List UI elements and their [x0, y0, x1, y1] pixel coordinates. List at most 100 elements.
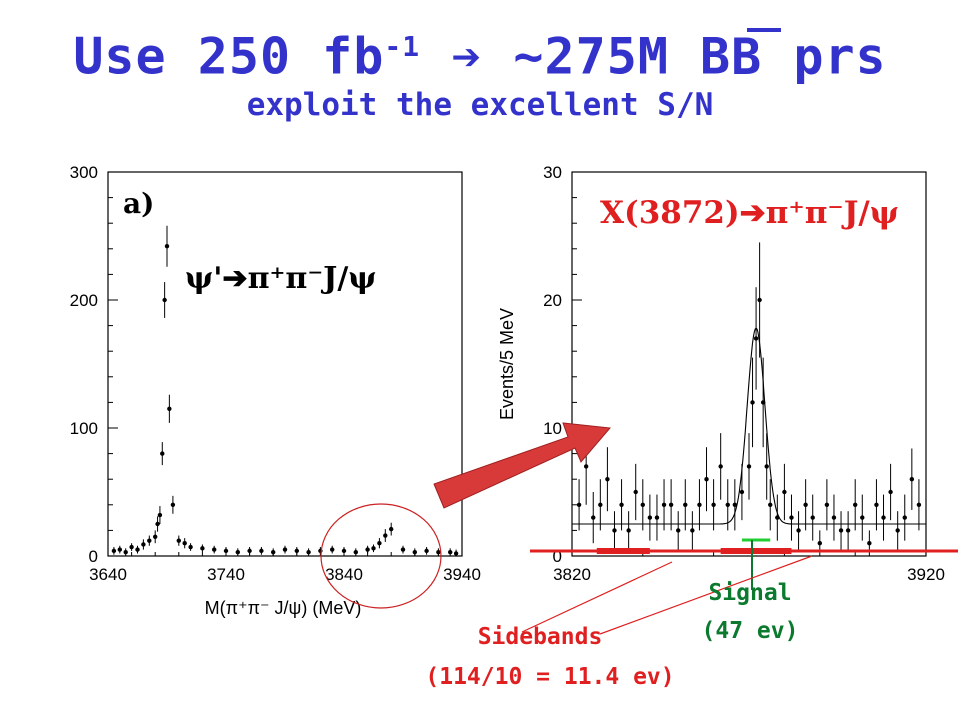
data-point: [424, 548, 429, 554]
data-point: [453, 551, 459, 556]
data-point: [330, 547, 335, 552]
y-tick-label-0-2: 200: [70, 291, 98, 310]
data-point: [810, 515, 815, 520]
data-point: [838, 528, 844, 533]
data-point: [353, 549, 358, 555]
signal-label: Signal: [708, 580, 792, 606]
data-point: [164, 244, 170, 249]
title-sup: -1: [384, 30, 421, 63]
data-point: [831, 515, 837, 520]
plot-frame-1: [571, 171, 927, 557]
data-point: [200, 546, 205, 551]
title-arrow-icon: ➔: [451, 27, 483, 86]
x-tick-label-1-0: 3820: [553, 565, 591, 584]
fit-curve: [572, 327, 926, 525]
data-point: [223, 548, 229, 554]
b-bar-letter: B: [731, 27, 763, 86]
data-point: [259, 548, 264, 554]
data-point: [436, 549, 441, 555]
data-point: [789, 515, 794, 520]
data-point: [400, 547, 406, 552]
data-point: [661, 502, 667, 507]
data-point: [640, 502, 645, 507]
data-point: [147, 538, 152, 543]
data-point: [768, 502, 773, 507]
data-point: [583, 464, 589, 469]
y-tick-label-1-3: 30: [543, 163, 562, 182]
data-point: [867, 541, 872, 546]
data-point: [306, 549, 311, 555]
data-point: [704, 477, 709, 482]
data-point: [753, 336, 759, 341]
data-point: [718, 464, 723, 469]
subtitle: exploit the excellent S/N: [246, 86, 714, 123]
data-point: [365, 547, 370, 552]
b-bar: B: [731, 27, 781, 86]
sideband-pointer-line-2: [599, 555, 813, 635]
data-point: [764, 464, 769, 469]
data-point: [117, 547, 123, 552]
data-point: [916, 502, 922, 507]
data-point: [111, 548, 117, 554]
data-point: [845, 528, 851, 533]
data-point: [176, 538, 181, 543]
data-point: [626, 528, 631, 533]
data-point: [294, 548, 299, 554]
data-point: [860, 515, 865, 520]
x-tick-label-0-3: 3940: [443, 565, 481, 584]
title-part3: prs: [762, 27, 887, 86]
data-point: [853, 502, 858, 507]
right-annotation: X(3872)➔π⁺π⁻J/ψ: [600, 195, 899, 231]
title-part2: ~275M B: [513, 27, 732, 86]
y-tick-label-1-1: 10: [543, 419, 562, 438]
panel-label: a): [123, 187, 154, 220]
data-point: [383, 533, 388, 538]
x-tick-label-1-1: 3920: [907, 565, 945, 584]
data-point: [750, 400, 755, 405]
data-point: [619, 502, 624, 507]
sidebands-count: (114/10 = 11.4 ev): [425, 664, 675, 690]
x-tick-label-0-1: 3740: [207, 565, 245, 584]
data-point: [895, 528, 900, 533]
data-point: [902, 515, 907, 520]
data-point: [711, 502, 716, 507]
title-part1: Use 250 fb: [73, 27, 385, 86]
data-point: [598, 502, 603, 507]
signal-count: (47 ev): [701, 618, 799, 644]
data-point: [796, 528, 801, 533]
data-point: [271, 549, 276, 555]
connector-arrow-icon: [433, 422, 611, 509]
data-point: [739, 489, 745, 495]
data-point: [725, 502, 730, 507]
data-point: [141, 542, 146, 547]
data-point: [377, 541, 382, 546]
data-point: [188, 544, 193, 550]
data-point: [167, 406, 172, 411]
y-tick-label-0-1: 100: [70, 419, 98, 438]
y-tick-label-0-0: 0: [89, 547, 98, 566]
data-point: [153, 534, 158, 539]
sideband-pointer-line-1: [521, 561, 673, 633]
data-point: [282, 547, 288, 552]
data-point: [160, 451, 165, 456]
left-annotation: ψ'➔π⁺π⁻J/ψ: [185, 261, 377, 296]
highlight-circle: [320, 503, 442, 609]
data-point: [668, 502, 674, 507]
data-point: [129, 544, 134, 550]
data-point: [135, 547, 140, 552]
data-point: [412, 549, 417, 555]
data-point: [676, 528, 681, 533]
data-point: [170, 502, 176, 507]
x-tick-label-0-0: 3640: [89, 565, 127, 584]
data-point: [647, 515, 653, 520]
data-point: [824, 502, 830, 507]
data-point: [817, 541, 822, 546]
data-point: [341, 548, 347, 554]
data-point: [690, 528, 695, 533]
data-point: [874, 502, 879, 507]
x-tick-label-0-2: 3840: [325, 565, 363, 584]
data-point: [157, 512, 163, 518]
y-tick-label-1-0: 0: [553, 547, 562, 566]
